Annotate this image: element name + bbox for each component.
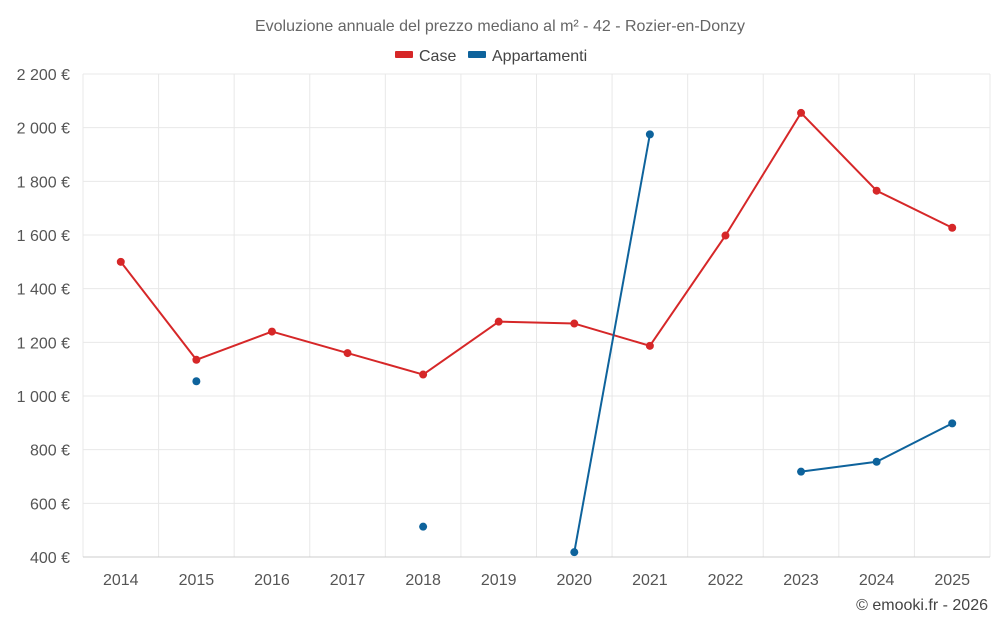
x-tick-label: 2021 [632, 572, 668, 589]
data-point-case[interactable] [494, 317, 503, 326]
x-tick-label: 2019 [481, 572, 517, 589]
data-point-appartamenti[interactable] [872, 457, 881, 466]
x-tick-label: 2020 [556, 572, 592, 589]
x-tick-label: 2015 [179, 572, 215, 589]
data-point-case[interactable] [419, 370, 428, 379]
chart-title: Evoluzione annuale del prezzo mediano al… [255, 18, 745, 35]
x-tick-label: 2018 [405, 572, 441, 589]
y-tick-label: 2 000 € [17, 121, 70, 138]
y-tick-label: 600 € [30, 496, 70, 513]
y-tick-label: 1 400 € [17, 282, 70, 299]
data-point-appartamenti[interactable] [419, 522, 428, 531]
data-point-case[interactable] [645, 341, 654, 350]
data-point-case[interactable] [192, 355, 201, 364]
y-tick-label: 2 200 € [17, 67, 70, 84]
x-tick-label: 2022 [708, 572, 744, 589]
data-point-case[interactable] [948, 223, 957, 232]
y-axis: 400 € 600 € 800 € 1 000 € 1 200 € 1 400 € 1 60… [17, 67, 70, 567]
series-layer [116, 108, 957, 557]
legend-item-case[interactable]: Case [395, 48, 456, 65]
legend-swatch-case [395, 51, 413, 58]
series-line-appartamenti [573, 134, 651, 553]
data-point-appartamenti[interactable] [797, 467, 806, 476]
y-tick-label: 400 € [30, 550, 70, 567]
x-axis: 2014 2015 2016 2017 2018 2019 2020 2021 2022 2023… [103, 572, 970, 589]
grid [82, 73, 991, 558]
data-point-case[interactable] [797, 108, 806, 117]
data-point-case[interactable] [116, 257, 125, 266]
data-point-appartamenti[interactable] [570, 548, 579, 557]
legend-item-appartamenti[interactable]: Appartamenti [468, 48, 587, 65]
data-point-appartamenti[interactable] [645, 130, 654, 139]
y-tick-label: 1 000 € [17, 389, 70, 406]
data-point-appartamenti[interactable] [192, 377, 201, 386]
legend-swatch-appartamenti [468, 51, 486, 58]
credit-text: © emooki.fr - 2026 [856, 597, 988, 614]
y-tick-label: 1 600 € [17, 228, 70, 245]
data-point-case[interactable] [343, 349, 352, 358]
data-point-case[interactable] [267, 327, 276, 336]
series-case [116, 108, 957, 379]
x-tick-label: 2017 [330, 572, 366, 589]
data-point-case[interactable] [721, 231, 730, 240]
data-point-appartamenti[interactable] [948, 419, 957, 428]
x-tick-label: 2024 [859, 572, 895, 589]
legend: Case Appartamenti [395, 48, 587, 65]
data-point-case[interactable] [570, 319, 579, 328]
data-point-case[interactable] [872, 186, 881, 195]
legend-label-appartamenti: Appartamenti [492, 48, 587, 65]
y-tick-label: 1 200 € [17, 335, 70, 352]
legend-label-case: Case [419, 48, 456, 65]
x-tick-label: 2014 [103, 572, 139, 589]
x-tick-label: 2023 [783, 572, 819, 589]
x-tick-label: 2016 [254, 572, 290, 589]
x-tick-label: 2025 [934, 572, 970, 589]
y-tick-label: 800 € [30, 443, 70, 460]
series-appartamenti [192, 130, 957, 557]
y-tick-label: 1 800 € [17, 174, 70, 191]
series-line-case [119, 111, 953, 376]
